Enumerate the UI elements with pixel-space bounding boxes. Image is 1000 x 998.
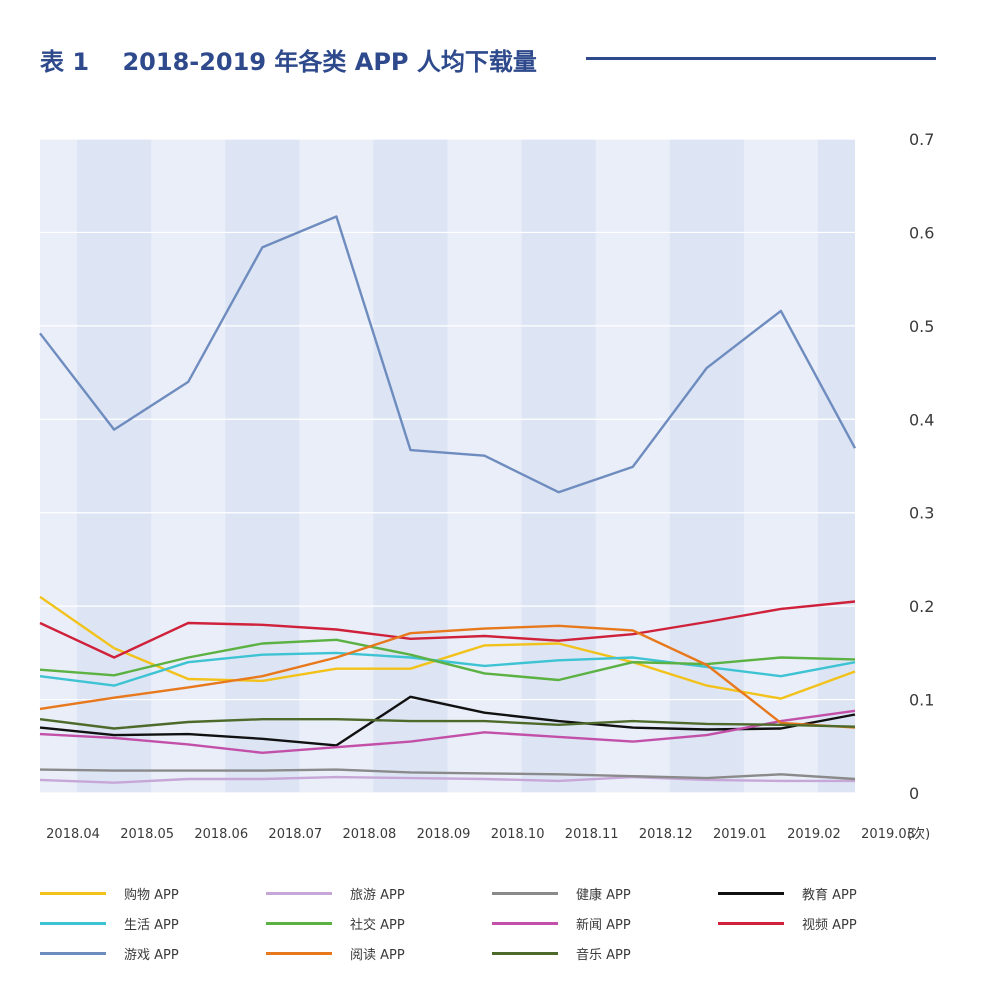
chart-title: 表 1 2018-2019 年各类 APP 人均下载量 <box>40 48 537 76</box>
series-line-教育-APP <box>39 695 856 747</box>
legend-swatch <box>40 922 106 925</box>
legend-label: 旅游 APP <box>350 888 405 903</box>
series-line-健康-APP <box>39 768 856 781</box>
legend-swatch <box>40 892 106 895</box>
legend-label: 教育 APP <box>802 888 857 903</box>
legend-swatch <box>266 922 332 925</box>
legend-item: 音乐 APP <box>492 944 631 963</box>
legend-swatch <box>266 952 332 955</box>
x-tick-label: 2019.03 <box>861 827 915 842</box>
legend-swatch <box>266 892 332 895</box>
y-tick-label: 0.2 <box>909 597 934 616</box>
plot-band <box>521 139 596 793</box>
y-tick-label: 0.1 <box>909 691 934 710</box>
legend-label: 购物 APP <box>124 888 179 903</box>
legend-swatch <box>492 892 558 895</box>
legend-label: 阅读 APP <box>350 948 405 963</box>
legend-item: 社交 APP <box>266 914 405 933</box>
x-tick-label: 2018.10 <box>491 827 545 842</box>
y-tick-label: 0.6 <box>909 223 934 242</box>
y-tick-label: 0 <box>909 784 919 803</box>
y-unit-label: (次) <box>907 826 930 842</box>
legend-item: 新闻 APP <box>492 914 631 933</box>
series-line-阅读-APP <box>39 624 856 729</box>
series-line-社交-APP <box>39 638 856 682</box>
legend-item: 视频 APP <box>718 914 857 933</box>
plot-band <box>669 139 744 793</box>
legend-label: 音乐 APP <box>576 948 631 963</box>
series-line-购物-APP <box>39 595 856 700</box>
legend-label: 视频 APP <box>802 918 857 933</box>
x-tick-label: 2018.12 <box>639 827 693 842</box>
x-tick-label: 2019.01 <box>713 827 767 842</box>
series-line-新闻-APP <box>39 709 856 754</box>
series-line-音乐-APP <box>39 718 856 730</box>
series-line-旅游-APP <box>39 775 855 784</box>
y-tick-label: 0.5 <box>909 317 934 336</box>
legend-swatch <box>718 922 784 925</box>
legend-swatch <box>718 892 784 895</box>
legend-label: 游戏 APP <box>124 948 179 963</box>
legend-item: 游戏 APP <box>40 944 179 963</box>
y-tick-label: 0.7 <box>909 130 934 149</box>
legend-label: 新闻 APP <box>576 918 631 933</box>
plot-band <box>817 139 855 793</box>
x-tick-label: 2018.06 <box>194 827 248 842</box>
legend-item: 购物 APP <box>40 884 179 903</box>
plot-band <box>77 139 152 793</box>
x-tick-label: 2018.04 <box>46 827 100 842</box>
series-line-视频-APP <box>39 600 856 659</box>
x-tick-label: 2019.02 <box>787 827 841 842</box>
legend-label: 社交 APP <box>350 918 405 933</box>
legend-swatch <box>40 952 106 955</box>
x-tick-label: 2018.05 <box>120 827 174 842</box>
legend-item: 生活 APP <box>40 914 179 933</box>
series-line-游戏-APP <box>39 215 857 494</box>
legend-item: 阅读 APP <box>266 944 405 963</box>
title-rule <box>586 57 936 60</box>
plot-band <box>373 139 448 793</box>
legend-swatch <box>492 952 558 955</box>
legend-item: 旅游 APP <box>266 884 405 903</box>
y-tick-label: 0.3 <box>909 504 934 523</box>
legend-item: 教育 APP <box>718 884 857 903</box>
x-tick-label: 2018.09 <box>417 827 471 842</box>
series-line-生活-APP <box>39 651 856 687</box>
x-tick-label: 2018.11 <box>565 827 619 842</box>
legend-item: 健康 APP <box>492 884 631 903</box>
y-tick-label: 0.4 <box>909 410 934 429</box>
line-chart: 0 0.1 0.2 0.3 0.4 0.5 0.6 0.7 (次) 2018.04 2018.05… <box>39 130 934 842</box>
legend-label: 健康 APP <box>576 888 631 903</box>
x-tick-label: 2018.07 <box>268 827 322 842</box>
x-tick-label: 2018.08 <box>343 827 397 842</box>
legend-label: 生活 APP <box>124 918 179 933</box>
legend-swatch <box>492 922 558 925</box>
